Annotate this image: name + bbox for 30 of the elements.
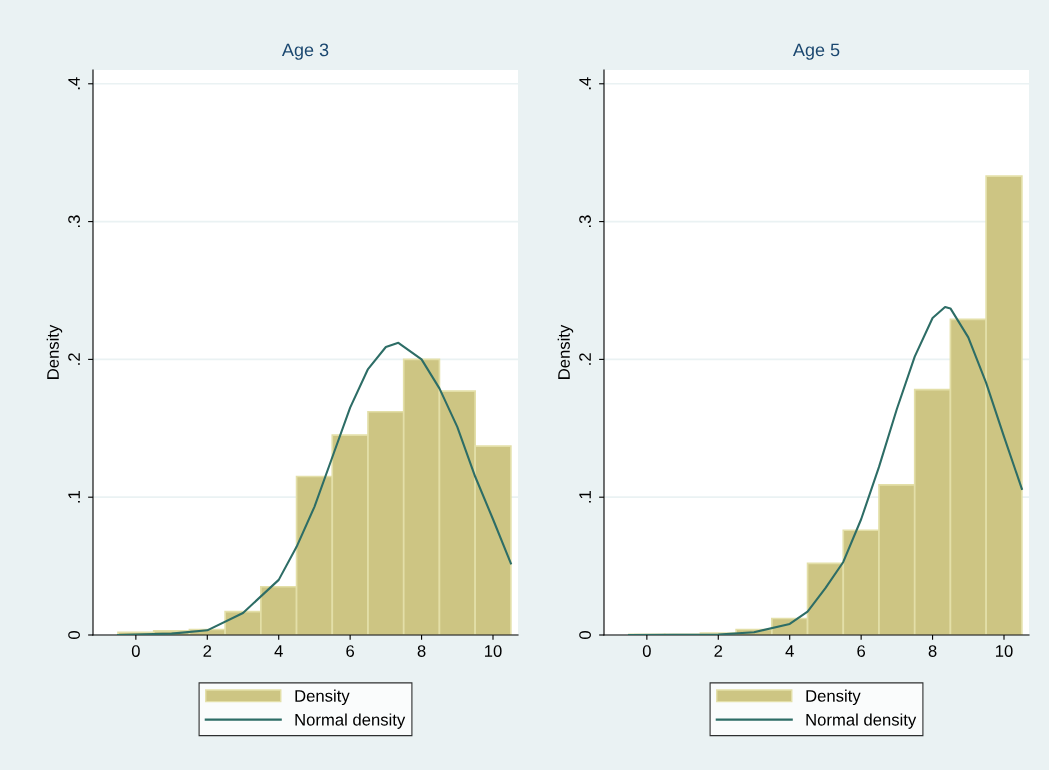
x-tick-label: 0 — [642, 645, 651, 657]
x-tick-label: 10 — [485, 645, 502, 657]
y-axis-title: Density — [557, 324, 574, 379]
legend-label: Normal density — [295, 713, 406, 729]
x-tick-label: 6 — [346, 645, 355, 657]
x-tick-label: 6 — [857, 645, 866, 657]
x-tick-label: 4 — [274, 645, 283, 657]
y-tick-label: .2 — [579, 353, 591, 365]
y-tick-label: .3 — [579, 215, 591, 228]
y-axis-title: Density — [46, 324, 63, 379]
x-tick-label: 8 — [417, 645, 426, 657]
y-tick-label: .1 — [68, 491, 80, 503]
legend-label: Normal density — [806, 713, 917, 729]
x-tick-label: 2 — [203, 645, 212, 657]
x-tick-label: 0 — [131, 645, 140, 657]
y-tick-label: .2 — [68, 353, 80, 365]
chart-title: Age 5 — [792, 43, 840, 60]
x-tick-label: 2 — [714, 645, 723, 657]
x-tick-label: 10 — [996, 645, 1013, 657]
y-tick-label: 0 — [68, 631, 80, 639]
y-tick-label: .4 — [579, 77, 591, 90]
x-tick-label: 4 — [785, 645, 794, 657]
y-tick-label: 0 — [579, 631, 591, 639]
legend-label: Density — [295, 689, 350, 706]
legend-label: Density — [806, 689, 861, 706]
y-tick-label: .3 — [68, 215, 80, 228]
chart-title: Age 3 — [281, 43, 329, 60]
y-tick-label: .4 — [68, 77, 80, 90]
x-tick-label: 8 — [928, 645, 937, 657]
y-tick-label: .1 — [579, 491, 591, 503]
